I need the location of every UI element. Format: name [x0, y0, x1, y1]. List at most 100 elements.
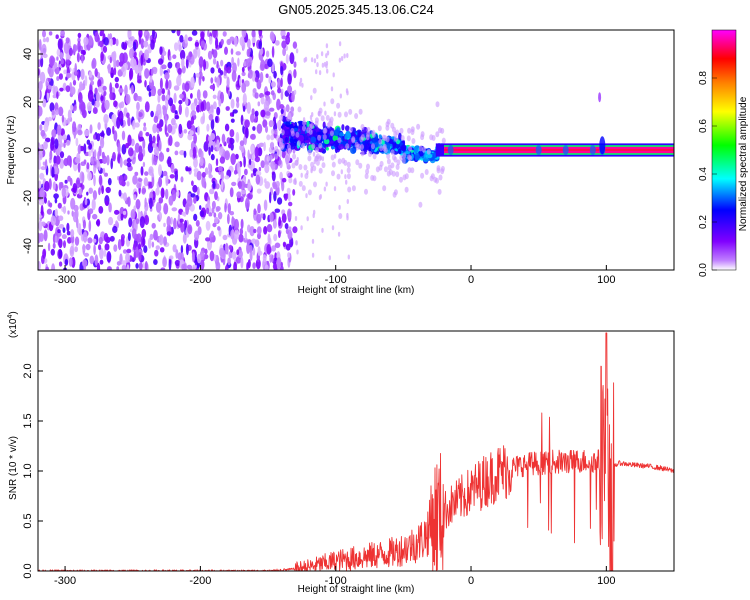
noise-speck [213, 212, 217, 218]
snr-ylabel: SNR (10 * v/v) [8, 436, 19, 500]
noise-speck [220, 59, 224, 67]
noise-speck [187, 133, 193, 141]
noise-speck [310, 168, 313, 174]
noise-speck [171, 30, 176, 34]
noise-speck [194, 41, 199, 47]
noise-speck [59, 87, 64, 92]
noise-speck [87, 171, 92, 181]
noise-speck [288, 201, 293, 207]
noise-speck [88, 187, 94, 194]
noise-speck [203, 59, 206, 71]
noise-speck [74, 236, 80, 246]
spectrogram-x-tick-label: 0 [468, 274, 474, 286]
noise-speck [116, 261, 121, 266]
noise-speck [263, 100, 270, 112]
noise-speck [248, 69, 253, 79]
spectrogram-xlabel: Height of straight line (km) [298, 285, 415, 296]
noise-speck [43, 121, 49, 132]
noise-speck [343, 53, 346, 59]
noise-speck [205, 220, 211, 231]
noise-speck [58, 261, 63, 267]
noise-speck [210, 77, 214, 84]
noise-speck [227, 89, 231, 97]
noise-speck [121, 144, 127, 155]
noise-speck [287, 73, 292, 85]
halo-speck [271, 128, 275, 135]
noise-speck [107, 177, 112, 186]
noise-speck [83, 252, 90, 257]
band-blob [338, 132, 344, 137]
noise-speck [286, 38, 291, 44]
noise-speck [151, 222, 156, 229]
noise-speck [68, 47, 73, 57]
noise-speck [75, 137, 79, 147]
noise-speck [136, 101, 140, 111]
halo-speck [274, 163, 279, 170]
noise-speck [208, 169, 212, 177]
noise-speck [210, 145, 214, 153]
noise-speck [135, 218, 140, 225]
noise-speck [142, 161, 146, 168]
noise-speck [244, 119, 250, 128]
noise-speck [218, 98, 222, 107]
spectrogram-y-tick-label: -40 [22, 238, 34, 254]
noise-speck [264, 164, 270, 174]
noise-speck [185, 204, 190, 215]
noise-speck [59, 151, 65, 159]
halo-speck [298, 180, 303, 187]
noise-speck [262, 254, 267, 263]
band-blob [392, 143, 397, 148]
noise-speck [321, 62, 325, 68]
noise-speck [118, 110, 124, 123]
noise-speck [162, 105, 167, 117]
noise-speck [42, 248, 46, 259]
noise-speck [47, 242, 51, 252]
noise-speck [176, 30, 181, 37]
halo-speck [280, 142, 285, 149]
noise-speck [81, 172, 85, 184]
noise-speck [219, 156, 226, 164]
noise-speck [294, 216, 298, 221]
noise-speck [269, 191, 272, 204]
noise-speck [72, 183, 78, 194]
noise-speck [129, 67, 134, 80]
noise-speck [214, 216, 219, 224]
noise-speck [159, 247, 165, 253]
noise-speck [116, 266, 120, 270]
halo-speck [395, 171, 400, 178]
noise-speck [179, 35, 184, 43]
noise-speck [38, 80, 43, 91]
noise-speck [55, 34, 59, 39]
halo-speck [290, 127, 295, 134]
halo-speck [347, 186, 352, 193]
noise-speck [215, 158, 219, 167]
noise-speck [217, 212, 223, 220]
noise-speck [135, 263, 139, 269]
noise-speck [38, 39, 42, 51]
noise-speck [164, 123, 167, 136]
noise-speck [165, 132, 169, 137]
noise-speck [42, 30, 46, 38]
halo-speck [325, 114, 330, 121]
noise-speck [234, 218, 239, 231]
noise-speck [239, 228, 244, 235]
noise-speck [158, 234, 164, 246]
noise-speck [214, 191, 218, 201]
noise-speck [44, 180, 50, 192]
halo-speck [311, 143, 316, 150]
noise-speck [270, 81, 276, 88]
noise-speck [138, 262, 143, 270]
noise-speck [207, 50, 213, 60]
noise-speck [101, 151, 105, 159]
halo-speck [297, 106, 302, 113]
halo-speck [314, 120, 319, 127]
halo-speck [386, 153, 391, 160]
noise-speck [38, 150, 43, 161]
halo-speck [291, 162, 296, 169]
noise-speck [89, 255, 95, 265]
noise-speck [318, 195, 322, 200]
noise-speck [96, 262, 101, 270]
noise-speck [195, 220, 200, 227]
